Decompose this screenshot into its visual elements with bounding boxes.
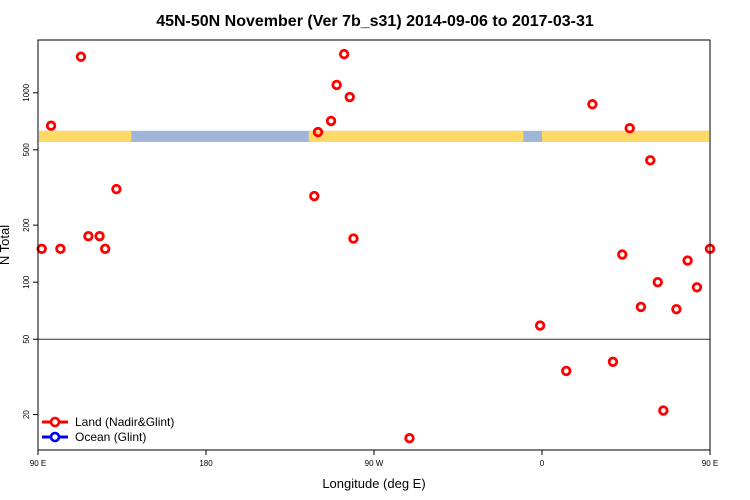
data-point <box>325 115 337 127</box>
data-point <box>331 79 342 91</box>
y-axis: 20 50 100 200 500 1000 <box>22 83 38 419</box>
data-point <box>635 301 647 313</box>
x-tick-label: 90 E <box>702 459 718 468</box>
y-tick-label: 1000 <box>22 83 31 101</box>
x-tick-label: 90 W <box>365 459 384 468</box>
y-tick-label: 20 <box>22 410 31 419</box>
data-point <box>624 123 635 134</box>
data-point <box>652 276 663 288</box>
y-tick-label: 200 <box>22 218 31 232</box>
legend-land-label: Land (Nadir&Glint) <box>75 415 174 429</box>
data-point <box>75 51 87 62</box>
x-axis: 90 E 180 90 W 0 90 E <box>30 450 718 468</box>
data-point <box>658 405 669 416</box>
x-axis-label: Longitude (deg E) <box>322 476 425 491</box>
land-band-segment <box>542 130 709 142</box>
y-tick-label: 500 <box>22 143 31 157</box>
data-point <box>309 190 320 202</box>
x-tick-label: 180 <box>199 459 213 468</box>
data-point <box>344 91 355 103</box>
land-band-segment <box>308 130 524 142</box>
x-tick-label: 90 E <box>30 459 46 468</box>
land-band-segment <box>39 130 132 142</box>
legend-land-marker <box>49 416 61 428</box>
y-tick-label: 50 <box>22 334 31 343</box>
data-point <box>691 282 703 293</box>
data-point <box>617 249 628 260</box>
data-point <box>607 356 619 367</box>
x-tick-label: 0 <box>540 459 545 468</box>
data-point <box>99 243 111 255</box>
data-point <box>682 255 693 266</box>
data-point <box>561 365 572 377</box>
chart-title: 45N-50N November (Ver 7b_s31) 2014-09-06… <box>156 13 594 30</box>
data-point <box>534 320 546 331</box>
data-point <box>645 155 656 166</box>
data-point <box>404 433 415 444</box>
legend-ocean-marker <box>49 431 61 443</box>
plot-frame <box>37 39 711 451</box>
data-point <box>83 230 94 242</box>
data-point <box>338 48 350 60</box>
data-point <box>587 99 598 110</box>
data-point <box>55 243 66 255</box>
data-points <box>36 48 716 444</box>
y-axis-label: N Total <box>0 225 12 265</box>
y-tick-label: 100 <box>22 275 31 289</box>
data-point <box>45 120 57 131</box>
legend: Land (Nadir&Glint) Ocean (Glint) <box>42 415 174 444</box>
data-point <box>312 126 324 138</box>
data-point <box>671 304 682 315</box>
data-point <box>94 230 105 242</box>
data-point <box>36 243 47 255</box>
surface-band <box>39 130 709 142</box>
data-point <box>348 233 359 244</box>
legend-ocean-label: Ocean (Glint) <box>75 430 146 444</box>
data-point <box>111 183 122 195</box>
